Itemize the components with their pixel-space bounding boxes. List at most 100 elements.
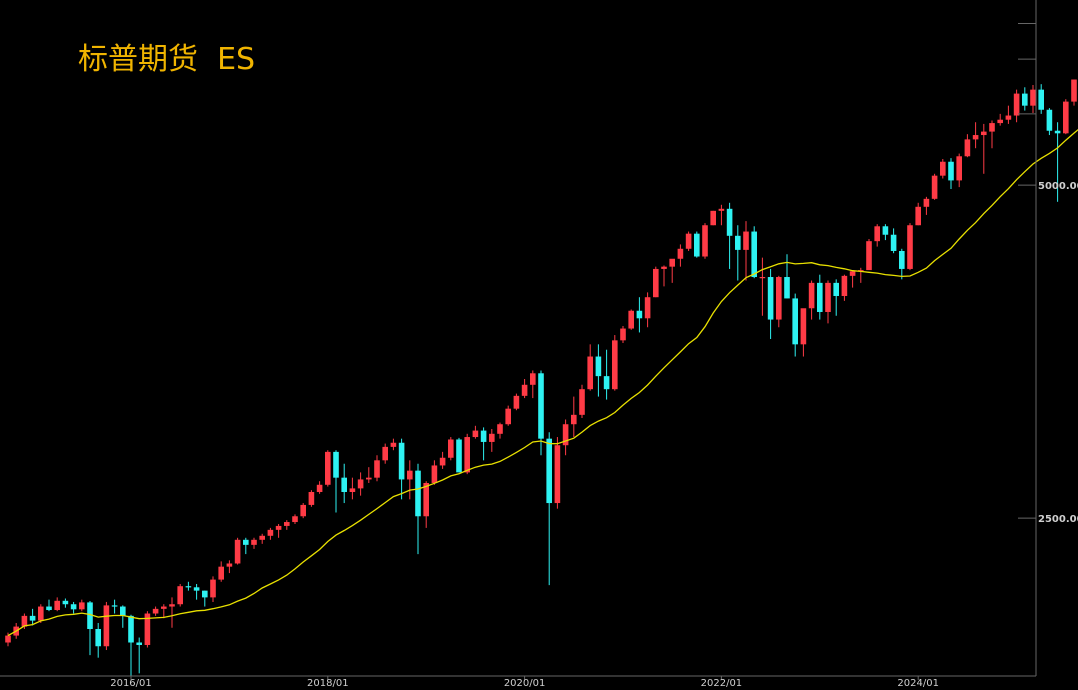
- candle: [505, 405, 511, 426]
- candle: [644, 292, 651, 328]
- candle: [907, 223, 913, 271]
- candle-body: [964, 139, 971, 157]
- candle: [653, 266, 659, 298]
- candle-body: [366, 477, 372, 480]
- candle: [497, 422, 503, 439]
- candle-body: [1063, 101, 1069, 134]
- y-tick-label: 5000.00: [1038, 181, 1078, 192]
- candle-body: [341, 477, 347, 493]
- candle-body: [784, 277, 790, 299]
- candle-body: [259, 535, 265, 540]
- candle: [1022, 87, 1028, 111]
- candle-body: [817, 282, 823, 312]
- candle-body: [161, 606, 167, 609]
- candle-body: [612, 340, 618, 390]
- x-tick-label: 2016/01: [110, 678, 152, 689]
- candle-body: [128, 615, 134, 643]
- candle-body: [1038, 89, 1044, 110]
- candle: [513, 393, 520, 411]
- candle: [899, 248, 905, 280]
- candle: [677, 244, 684, 267]
- candle-body: [284, 522, 290, 526]
- candle: [103, 601, 110, 651]
- candle: [1071, 79, 1077, 106]
- candle-body: [825, 282, 831, 312]
- candle: [357, 472, 364, 496]
- candle-body: [751, 231, 757, 278]
- candle-body: [1071, 79, 1077, 102]
- candle: [940, 159, 946, 179]
- candle-body: [21, 615, 28, 627]
- candle-body: [907, 225, 913, 269]
- candle: [374, 455, 380, 482]
- candle-body: [997, 119, 1003, 124]
- candle-body: [267, 529, 274, 536]
- candle-body: [726, 208, 733, 236]
- candle-body: [144, 613, 151, 645]
- candle-body: [767, 277, 774, 320]
- candle: [489, 428, 495, 452]
- candle-body: [62, 600, 69, 605]
- candle-body: [218, 566, 224, 580]
- candle-body: [210, 579, 216, 598]
- candle: [718, 204, 725, 226]
- candle: [521, 379, 528, 399]
- candle: [161, 604, 167, 619]
- candle: [530, 370, 536, 399]
- candle-body: [431, 465, 438, 483]
- candle-body: [989, 123, 995, 132]
- candle: [538, 370, 544, 456]
- candle: [29, 608, 36, 626]
- candle-body: [644, 297, 651, 319]
- candle-body: [513, 395, 520, 409]
- candle-body: [669, 258, 675, 267]
- candle: [193, 583, 200, 600]
- candle-body: [956, 156, 962, 181]
- candle: [579, 384, 585, 418]
- candle: [267, 527, 274, 540]
- candle: [792, 293, 798, 357]
- candle-body: [275, 525, 282, 530]
- candle: [808, 280, 815, 320]
- candle: [177, 583, 183, 607]
- candle: [571, 396, 577, 438]
- candle-body: [940, 161, 946, 176]
- candle-body: [177, 586, 183, 605]
- candle-body: [489, 433, 495, 442]
- candle-body: [735, 235, 741, 250]
- candle-body: [636, 310, 643, 319]
- candle: [554, 437, 561, 509]
- candle-body: [571, 414, 577, 425]
- candle: [70, 601, 77, 614]
- candle-body: [1046, 109, 1053, 131]
- candle-body: [152, 608, 159, 614]
- candle: [480, 427, 487, 461]
- candle-body: [120, 606, 126, 616]
- candle: [472, 425, 479, 439]
- candle-body: [103, 605, 110, 647]
- candle-body: [95, 628, 101, 647]
- candle: [169, 597, 175, 628]
- candle-body: [595, 356, 602, 377]
- candle: [407, 460, 413, 500]
- candle-body: [333, 451, 339, 478]
- candle-body: [1054, 130, 1061, 134]
- candle: [202, 590, 208, 607]
- candle-body: [792, 298, 798, 345]
- candle-body: [661, 266, 667, 269]
- candle-body: [628, 310, 634, 329]
- candle-body: [415, 470, 421, 517]
- candle-body: [398, 442, 405, 480]
- candle: [628, 309, 634, 330]
- candle: [218, 561, 224, 582]
- candle: [308, 490, 315, 507]
- candle-body: [70, 604, 77, 610]
- candle-body: [316, 484, 323, 493]
- candle: [341, 463, 347, 504]
- candle-body: [915, 206, 921, 226]
- candle-body: [390, 442, 397, 447]
- candle-body: [890, 234, 897, 251]
- candle: [448, 437, 454, 461]
- candle: [841, 274, 848, 301]
- candle: [923, 196, 930, 215]
